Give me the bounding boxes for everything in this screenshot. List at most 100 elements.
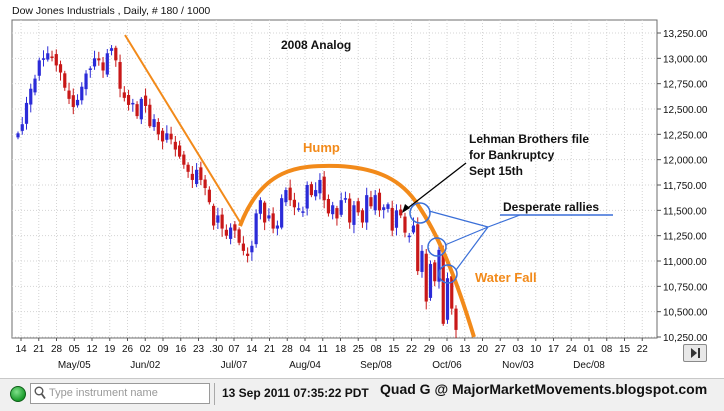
candle-body [441,252,445,324]
x-tick-label: 01 [583,344,595,355]
y-tick-label: 10,250.00 [663,333,708,344]
candle-body [224,229,228,236]
y-tick-label: 11,250.00 [663,232,707,243]
candle-body [360,210,365,223]
candle-body [88,68,92,70]
candle-body [309,184,314,196]
y-tick-label: 10,750.00 [663,282,708,293]
candle-body [212,205,216,226]
lehman-arrow-line [403,162,467,212]
x-tick-label: 13 [459,344,471,355]
candle-body [394,210,399,228]
candle-body [297,208,301,210]
candle-body [58,64,63,73]
annotation-lehman-line: Lehman Brothers file [469,132,589,146]
candle-body [445,278,450,320]
rally-line [444,226,489,246]
x-tick-label: 10 [530,344,542,355]
candle-body [428,264,433,298]
candle-body [139,98,143,120]
candle-body [250,245,254,253]
bottom-toolbar: 13 Sep 2011 07:35:22 PDT Quad G @ MajorM… [0,378,724,411]
y-tick-label: 11,000.00 [663,257,707,268]
timestamp: 13 Sep 2011 07:35:22 PDT [222,386,369,400]
candle-body [390,207,394,231]
candle-body [152,119,156,128]
x-tick-label: .30 [209,344,223,355]
annotation-water-fall: Water Fall [475,270,537,285]
candle-body [416,224,420,272]
y-tick-label: 11,500.00 [663,206,707,217]
candle-body [118,61,122,89]
y-tick-label: 12,750.00 [663,80,708,91]
candle-body [420,250,424,272]
candle-body [356,201,360,213]
x-tick-label: 19 [104,344,116,355]
candle-body [411,225,416,233]
x-tick-label: 12 [86,344,98,355]
candle-body [229,227,233,239]
rally-circle [438,264,458,284]
candle-body [335,208,339,219]
x-tick-label: 11 [318,344,329,355]
candle-body [67,90,71,99]
candle-body [280,198,284,228]
x-month-label: Sep/08 [360,360,392,371]
annotation-desperate-rallies: Desperate rallies [503,200,599,214]
candle-body [92,58,97,67]
candle-body [284,190,288,203]
candle-body [301,211,305,213]
x-tick-label: 22 [406,344,418,355]
rally-line [428,210,489,228]
candle-body [246,253,250,256]
x-tick-label: 06 [441,344,453,355]
candle-body [105,53,109,75]
y-tick-label: 13,250.00 [663,29,708,40]
x-axis: 14 21 28 05 12 19 26 02 09 16 23 .30 07 14 21 28 04 11 18 2… [15,338,648,371]
y-tick-label: 13,000.00 [663,54,708,65]
y-axis: 13,250.00 13,000.00 12,750.00 12,500.00 12,2… [657,29,708,344]
candle-body [143,95,148,106]
candle-body [160,130,165,142]
y-tick-label: 12,000.00 [663,156,708,167]
candle-body [339,200,343,215]
annotation-hump: Hump [303,140,340,155]
x-tick-label: 08 [601,344,613,355]
candle-body [165,133,169,140]
y-tick-label: 12,250.00 [663,130,708,141]
lehman-arrowhead [402,204,410,213]
candle-body [101,62,105,71]
candle-body [173,141,177,150]
x-month-label: Dec/08 [573,360,605,371]
x-month-label: Oct/06 [432,360,462,371]
candle-body [122,92,126,98]
candle-body [156,121,160,135]
instrument-search[interactable] [30,383,210,404]
annotation-lehman-line: for Bankruptcy [469,148,555,162]
candle-body [169,133,173,140]
search-input[interactable] [49,385,205,400]
candle-body [203,179,207,189]
candle-body [216,215,220,223]
x-month-label: Nov/03 [502,360,534,371]
x-tick-label: 29 [424,344,436,355]
y-tick-label: 12,500.00 [663,105,708,116]
candle-body [450,276,454,309]
candle-body [71,95,75,107]
candle-body [177,145,182,157]
candlestick-chart: Dow Jones Industrials , Daily, # 180 / 1… [11,5,708,371]
candle-body [84,73,88,90]
x-tick-label: 14 [246,344,258,355]
skip-forward-icon [691,348,700,358]
x-tick-label: 27 [495,344,507,355]
scroll-right-button[interactable] [683,344,707,362]
candle-body [314,190,318,197]
candle-body [220,214,224,229]
candle-body [433,262,437,282]
x-tick-label: 28 [282,344,294,355]
candle-body [190,173,194,180]
candle-body [258,200,262,214]
candle-body [20,124,24,131]
candle-body [267,215,271,219]
candle-body [271,213,275,229]
